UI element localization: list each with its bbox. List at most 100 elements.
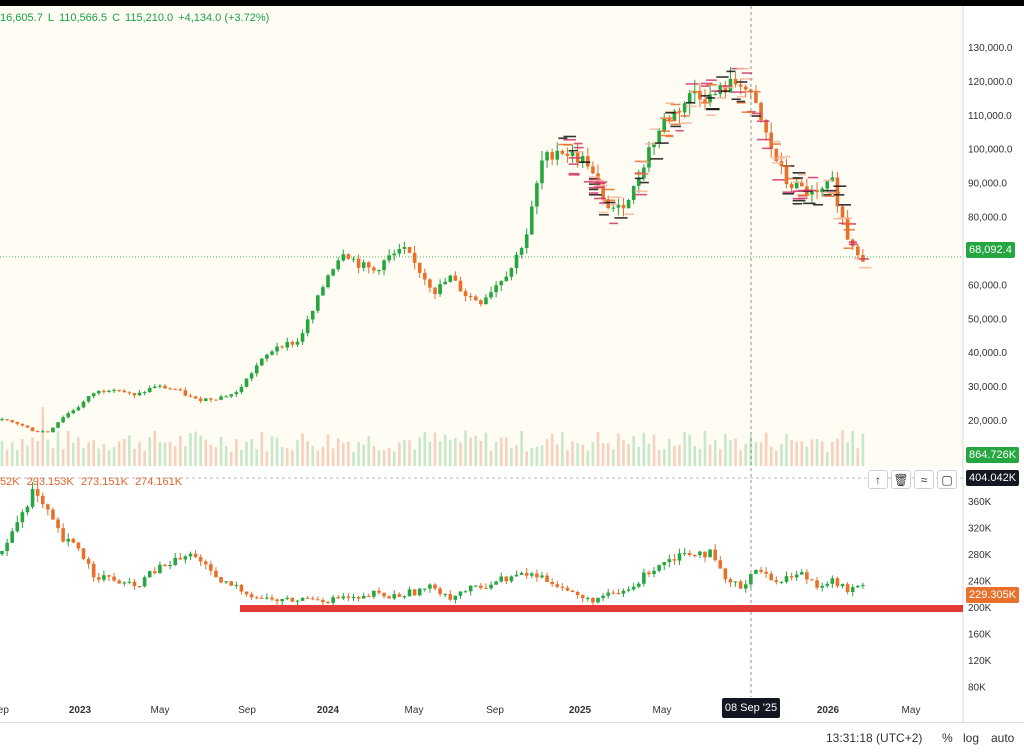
candle-body xyxy=(428,279,432,288)
volume-bar xyxy=(26,445,29,466)
move-up-icon[interactable]: ↑ xyxy=(868,470,888,489)
order-mark xyxy=(594,197,606,200)
volume-bar xyxy=(56,431,60,466)
volume-bar xyxy=(484,432,488,466)
candle-body xyxy=(433,287,437,295)
lower-candle-body xyxy=(657,565,661,571)
lower-candle-body xyxy=(524,572,529,576)
volume-bar xyxy=(489,450,493,466)
order-mark xyxy=(706,97,716,99)
order-mark xyxy=(726,70,736,73)
clock[interactable]: 13:31:18 (UTC+2) xyxy=(826,731,923,745)
order-mark xyxy=(736,81,748,83)
order-mark xyxy=(777,155,791,158)
price-tick-label: 40,000.0 xyxy=(968,348,1007,359)
price-tick-label: 20,000.0 xyxy=(968,416,1007,427)
order-mark xyxy=(665,135,674,138)
lower-candle-body xyxy=(147,571,152,578)
time-tick-label: May xyxy=(653,705,672,716)
log-button[interactable]: log xyxy=(963,731,980,745)
ohlc-change: +4,134.0 (+3.72%) xyxy=(178,12,270,24)
candle-body xyxy=(489,292,493,298)
volume-bar xyxy=(92,439,95,466)
volume-bar xyxy=(301,433,304,466)
lower-candle-body xyxy=(799,572,804,575)
candle-body xyxy=(96,390,101,394)
candle-body xyxy=(825,181,830,189)
percent-button[interactable]: % xyxy=(942,731,953,745)
volume-bar xyxy=(555,444,559,466)
auto-button[interactable]: auto xyxy=(991,731,1015,745)
lower-candle-body xyxy=(733,581,738,583)
lower-tick-label: 120K xyxy=(968,656,992,667)
candle-body xyxy=(529,206,534,235)
candle-body xyxy=(326,275,330,288)
order-mark xyxy=(655,142,669,144)
top-border xyxy=(0,0,1024,6)
order-mark xyxy=(736,101,746,104)
order-mark xyxy=(843,228,855,231)
candle-body xyxy=(198,398,203,402)
candle-body xyxy=(626,199,631,209)
delete-icon[interactable]: 🗑 xyxy=(891,470,911,489)
volume-bar xyxy=(836,438,839,466)
order-mark xyxy=(813,203,824,206)
volume-bar xyxy=(433,432,437,466)
maximize-icon[interactable]: ▢ xyxy=(937,470,957,489)
volume-bar xyxy=(861,433,865,466)
candle-body xyxy=(377,270,381,272)
order-mark xyxy=(833,194,845,196)
candle-body xyxy=(51,427,55,433)
order-mark xyxy=(568,149,578,152)
candle-body xyxy=(366,262,371,268)
order-mark xyxy=(588,176,600,178)
order-mark xyxy=(650,128,659,131)
candle-body xyxy=(733,78,738,85)
lower-candle-body xyxy=(774,580,779,583)
volume-bar xyxy=(479,440,483,466)
volume-bar xyxy=(107,450,111,466)
price-tick-label: 50,000.0 xyxy=(968,314,1007,325)
order-mark xyxy=(792,197,805,200)
candle-body xyxy=(153,386,157,388)
order-mark xyxy=(823,194,832,196)
lower-candle-body xyxy=(764,571,768,574)
order-mark xyxy=(706,83,717,86)
lower-candle-body xyxy=(244,591,249,595)
candle-body xyxy=(698,91,702,100)
lower-candle-body xyxy=(575,591,580,596)
lower-candle-body xyxy=(580,595,585,599)
lower-candle-body xyxy=(519,572,524,575)
lower-candle-body xyxy=(198,557,203,562)
lower-candle-body xyxy=(749,573,753,585)
volume-bar xyxy=(647,443,651,466)
chart[interactable]: 130,000.0 120,000.0 110,000.0 100,000.0 90,0… xyxy=(0,0,1024,722)
candle-body xyxy=(499,281,504,286)
volume-bar xyxy=(795,441,798,466)
candle-body xyxy=(412,252,417,263)
volume-bar xyxy=(102,444,106,466)
candle-body xyxy=(336,260,341,270)
order-mark xyxy=(660,134,673,137)
candle-body xyxy=(473,296,478,301)
order-mark xyxy=(670,125,681,128)
order-mark xyxy=(833,217,843,220)
order-mark xyxy=(741,78,754,80)
candle-body xyxy=(275,346,279,352)
candle-body xyxy=(387,255,391,261)
volume-bar xyxy=(398,442,401,466)
volume-bar xyxy=(662,449,666,466)
lower-candle-body xyxy=(636,583,641,587)
volume-bar xyxy=(617,433,620,466)
lower-candle-body xyxy=(728,579,733,583)
candle-body xyxy=(504,276,509,282)
collapse-icon[interactable]: ≈ xyxy=(914,470,934,489)
lower-candle-body xyxy=(331,597,335,603)
volume-bar xyxy=(5,449,9,466)
candle-body xyxy=(229,394,234,397)
order-mark xyxy=(848,243,858,246)
order-mark xyxy=(721,85,733,87)
lower-candle-body xyxy=(356,597,361,599)
lower-candle-body xyxy=(336,597,341,599)
lower-candle-body xyxy=(91,563,96,578)
